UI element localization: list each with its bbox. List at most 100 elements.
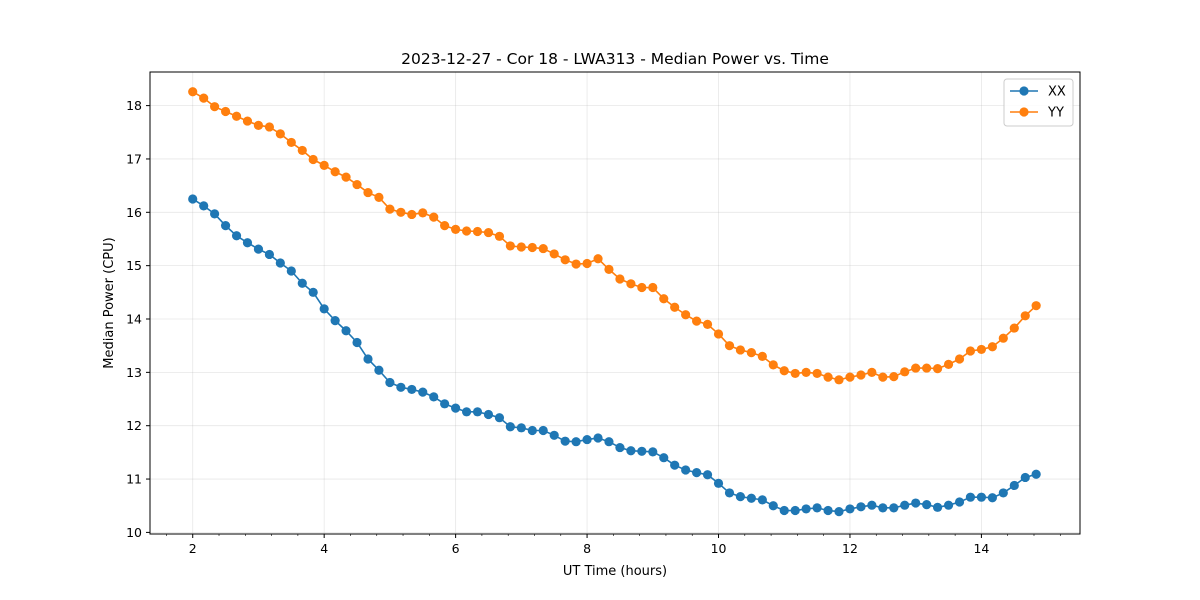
data-point-xx <box>867 500 877 510</box>
data-point-xx <box>286 266 296 276</box>
data-point-xx <box>549 430 559 440</box>
data-point-yy <box>461 226 472 236</box>
data-point-xx <box>407 384 417 395</box>
data-point-xx <box>856 502 866 512</box>
data-point-yy <box>440 221 450 231</box>
data-point-xx <box>352 337 362 348</box>
data-point-yy <box>242 116 253 126</box>
data-point-xx <box>385 377 395 388</box>
data-point-yy <box>407 209 417 220</box>
data-point-xx <box>954 497 965 507</box>
data-point-yy <box>494 231 505 241</box>
data-point-xx <box>516 423 526 433</box>
data-point-xx <box>790 505 800 516</box>
data-point-yy <box>757 351 767 361</box>
data-point-xx <box>702 470 713 480</box>
data-point-xx <box>494 413 505 423</box>
data-point-xx <box>779 505 789 516</box>
data-point-yy <box>188 87 198 97</box>
data-point-xx <box>943 500 954 510</box>
legend: XX YY <box>1003 78 1074 127</box>
chart-title: 2023-12-27 - Cor 18 - LWA313 - Median Po… <box>401 50 829 68</box>
data-point-yy <box>954 354 965 364</box>
y-tick-label: 13 <box>126 365 142 380</box>
y-axis-label: Median Power (CPU) <box>102 237 117 368</box>
data-point-yy <box>264 122 275 132</box>
data-point-yy <box>286 137 296 148</box>
x-tick-label: 14 <box>973 541 989 556</box>
data-point-xx <box>889 503 899 513</box>
data-point-xx <box>297 278 307 288</box>
data-point-yy <box>297 145 307 156</box>
data-point-yy <box>779 366 789 376</box>
data-point-xx <box>845 504 855 514</box>
data-point-yy <box>505 241 515 251</box>
data-point-xx <box>275 258 285 268</box>
data-point-yy <box>801 367 811 377</box>
x-tick-label: 12 <box>842 541 858 556</box>
data-point-xx <box>527 425 537 436</box>
data-point-yy <box>845 372 855 382</box>
x-tick-label: 8 <box>583 541 591 556</box>
data-point-xx <box>220 221 231 231</box>
data-point-yy <box>932 364 943 374</box>
data-point-xx <box>965 492 976 502</box>
data-point-yy <box>604 264 614 274</box>
data-point-xx <box>330 316 340 326</box>
data-point-yy <box>856 370 866 380</box>
data-point-xx <box>670 460 680 470</box>
data-point-yy <box>571 259 581 269</box>
data-point-yy <box>878 372 888 382</box>
data-point-xx <box>560 436 570 446</box>
data-point-xx <box>878 503 888 513</box>
data-point-yy <box>702 319 713 329</box>
data-point-xx <box>987 493 997 503</box>
data-point-xx <box>253 244 264 254</box>
data-point-yy <box>867 367 877 377</box>
x-tick-label: 6 <box>452 541 460 556</box>
data-point-xx <box>396 382 406 392</box>
data-point-xx <box>746 493 756 503</box>
data-point-yy <box>199 93 209 103</box>
data-point-xx <box>932 502 943 512</box>
data-point-yy <box>823 372 833 382</box>
data-point-yy <box>911 363 921 373</box>
x-tick-label: 2 <box>189 541 197 556</box>
data-point-xx <box>461 407 472 417</box>
data-point-xx <box>308 287 318 297</box>
data-point-xx <box>604 437 614 447</box>
data-point-yy <box>527 242 537 253</box>
ticks: 2 4 6 8 10 12 14 10 11 12 13 14 15 16 17 18 <box>126 98 1061 556</box>
data-point-xx <box>911 498 921 508</box>
legend-marker <box>1019 86 1029 96</box>
data-point-yy <box>330 167 340 177</box>
data-point-yy <box>352 179 362 190</box>
y-tick-label: 15 <box>126 258 142 273</box>
data-point-xx <box>659 453 669 463</box>
data-point-yy <box>231 111 242 121</box>
data-point-yy <box>922 363 932 373</box>
y-tick-label: 16 <box>126 205 142 220</box>
data-point-yy <box>549 249 559 259</box>
data-point-yy <box>374 192 384 202</box>
data-point-xx <box>998 488 1008 498</box>
data-point-yy <box>1020 311 1030 321</box>
data-point-yy <box>341 172 351 182</box>
data-point-yy <box>943 359 954 369</box>
data-point-yy <box>363 187 373 198</box>
data-point-yy <box>1031 301 1041 311</box>
data-point-xx <box>724 488 735 498</box>
data-point-xx <box>735 492 746 502</box>
y-tick-label: 12 <box>126 418 142 433</box>
data-point-yy <box>812 368 822 379</box>
data-point-xx <box>472 407 483 417</box>
data-point-xx <box>692 468 702 478</box>
data-point-yy <box>483 227 494 238</box>
data-point-xx <box>757 495 767 505</box>
data-point-xx <box>440 399 450 409</box>
data-point-xx <box>823 505 833 516</box>
data-point-xx <box>199 201 209 211</box>
data-point-xx <box>264 249 275 260</box>
data-point-xx <box>615 442 625 453</box>
